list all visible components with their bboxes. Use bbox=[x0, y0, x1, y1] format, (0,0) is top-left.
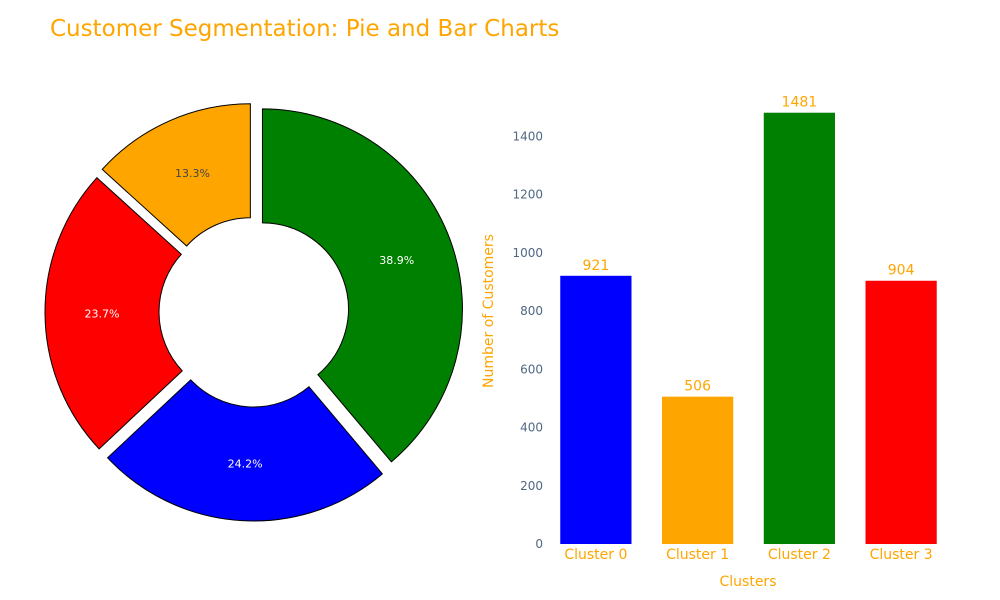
y-axis-ticks: 0 200 400 600 800 1000 1200 1400 bbox=[512, 129, 543, 551]
bar-cluster-0 bbox=[560, 275, 632, 544]
pie-slice-cluster-1 bbox=[101, 103, 251, 247]
x-tick-label: Cluster 1 bbox=[666, 547, 729, 563]
bar-value-label: 506 bbox=[684, 379, 711, 395]
donut-chart: 38.9% 24.2% 23.7% 13.3% bbox=[44, 103, 463, 522]
x-axis-ticks: Cluster 0 Cluster 1 Cluster 2 Cluster 3 bbox=[564, 547, 932, 563]
y-axis-title: Number of Customers bbox=[481, 234, 497, 388]
pie-label-cluster-2: 38.9% bbox=[379, 254, 414, 267]
y-tick-label: 0 bbox=[535, 537, 543, 551]
bar-cluster-3 bbox=[865, 280, 937, 544]
bar-value-label: 1481 bbox=[782, 95, 818, 111]
y-tick-label: 1400 bbox=[512, 129, 543, 143]
pie-slice-cluster-2 bbox=[261, 108, 463, 463]
bar-cluster-2 bbox=[763, 112, 835, 544]
bar-data-labels: 921 506 1481 904 bbox=[583, 95, 915, 395]
y-tick-label: 600 bbox=[520, 362, 543, 376]
y-tick-label: 1200 bbox=[512, 188, 543, 202]
y-tick-label: 1000 bbox=[512, 246, 543, 260]
x-axis-title: Clusters bbox=[720, 574, 777, 590]
bar-value-label: 921 bbox=[583, 258, 610, 274]
pie-label-cluster-0: 24.2% bbox=[228, 458, 263, 471]
bar-cluster-1 bbox=[662, 396, 734, 544]
pie-slice-cluster-0 bbox=[106, 379, 384, 522]
pie-label-cluster-3: 23.7% bbox=[85, 307, 120, 320]
x-tick-label: Cluster 3 bbox=[870, 547, 933, 563]
y-tick-label: 400 bbox=[520, 421, 543, 435]
bar-value-label: 904 bbox=[888, 263, 915, 279]
y-tick-label: 800 bbox=[520, 304, 543, 318]
x-tick-label: Cluster 0 bbox=[564, 547, 627, 563]
x-tick-label: Cluster 2 bbox=[768, 547, 831, 563]
pie-label-cluster-1: 13.3% bbox=[175, 167, 210, 180]
pie-slice-cluster-3 bbox=[44, 176, 183, 450]
page-title: Customer Segmentation: Pie and Bar Chart… bbox=[50, 16, 560, 42]
y-tick-label: 200 bbox=[520, 479, 543, 493]
bar-series bbox=[560, 112, 937, 544]
